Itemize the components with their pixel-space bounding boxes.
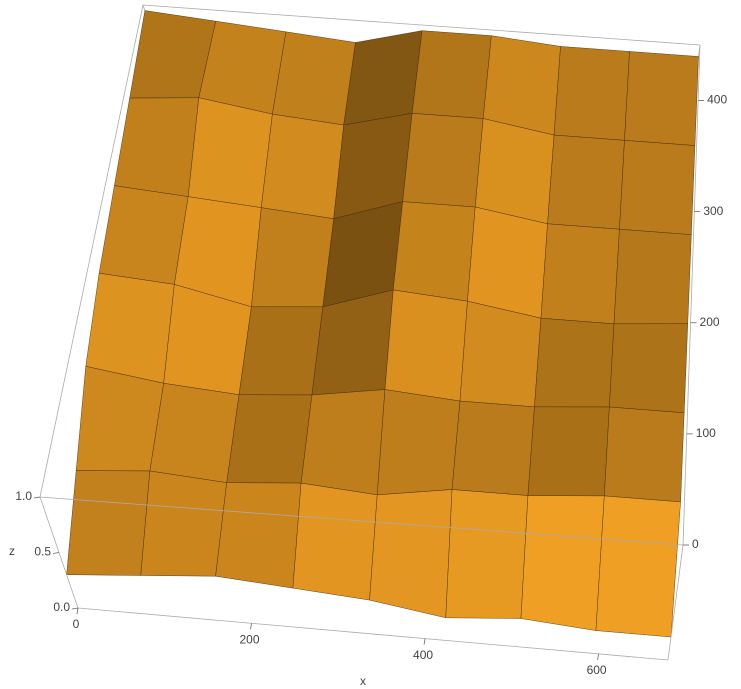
surface-patch xyxy=(483,36,560,135)
surface-patch xyxy=(521,496,604,631)
surface-patch xyxy=(548,135,625,229)
surface-patch xyxy=(344,31,422,125)
x-tick xyxy=(251,623,252,629)
x-tick-label: 0 xyxy=(73,617,80,631)
surface-patch xyxy=(467,207,547,318)
surface-patch xyxy=(301,390,385,495)
surface-patch xyxy=(114,98,198,197)
surface-patch xyxy=(596,496,681,637)
surface-patch xyxy=(619,140,694,234)
surface-patch xyxy=(239,307,323,395)
surface-patch xyxy=(188,98,272,208)
surface-patch xyxy=(614,229,691,324)
z-tick xyxy=(53,553,59,554)
x-tick xyxy=(598,654,599,660)
surface-patch xyxy=(150,383,239,482)
surface-patch xyxy=(541,224,619,324)
y-tick-label: 0 xyxy=(692,537,699,551)
surface-patch xyxy=(141,471,227,576)
surface-patch xyxy=(216,483,301,588)
surface-patch xyxy=(412,31,491,119)
surface-patch xyxy=(377,390,460,495)
surface-patch xyxy=(475,119,554,224)
x-tick-label: 200 xyxy=(240,632,260,646)
surface-patch xyxy=(393,202,475,302)
z-axis-label: z xyxy=(9,544,15,558)
surface-patch xyxy=(446,490,528,619)
surface-patch xyxy=(609,324,687,413)
y-tick-label: 200 xyxy=(700,315,720,329)
surface-patch xyxy=(528,407,609,496)
z-tick xyxy=(72,608,78,609)
surface-patch xyxy=(67,471,150,576)
surface-patch xyxy=(403,113,484,207)
z-tick-label: 1.0 xyxy=(15,489,32,503)
x-tick xyxy=(424,639,425,645)
surface-patch xyxy=(293,483,377,600)
surface-patch xyxy=(272,32,355,125)
x-tick-label: 600 xyxy=(587,663,607,677)
z-tick xyxy=(34,497,40,498)
surface-patch xyxy=(385,290,468,401)
z-tick-label: 0.0 xyxy=(53,600,70,614)
z-tick-label: 0.5 xyxy=(34,545,51,559)
surface-patch xyxy=(261,114,343,219)
surface-patch xyxy=(370,490,452,618)
surface-patch xyxy=(86,273,175,383)
surface-patch xyxy=(604,407,684,502)
surface-patch xyxy=(227,395,312,483)
surface-patch xyxy=(99,186,188,285)
surface-patch xyxy=(452,401,534,496)
surface-patch xyxy=(624,51,698,145)
surface-patch xyxy=(76,366,164,471)
x-axis-label: x xyxy=(360,674,366,688)
y-tick-label: 300 xyxy=(703,204,723,218)
chart: x z 0 200 400 600 0 100 200 300 400 0.0 0.5 1.0 xyxy=(0,0,741,689)
x-tick xyxy=(77,608,78,614)
y-tick-label: 100 xyxy=(696,426,716,440)
y-tick-label: 400 xyxy=(707,93,727,107)
surface-patch xyxy=(534,318,614,407)
surface-patch xyxy=(251,208,333,307)
surface-patch xyxy=(554,46,629,140)
x-tick-label: 400 xyxy=(413,648,433,662)
surface-patch xyxy=(460,301,541,407)
